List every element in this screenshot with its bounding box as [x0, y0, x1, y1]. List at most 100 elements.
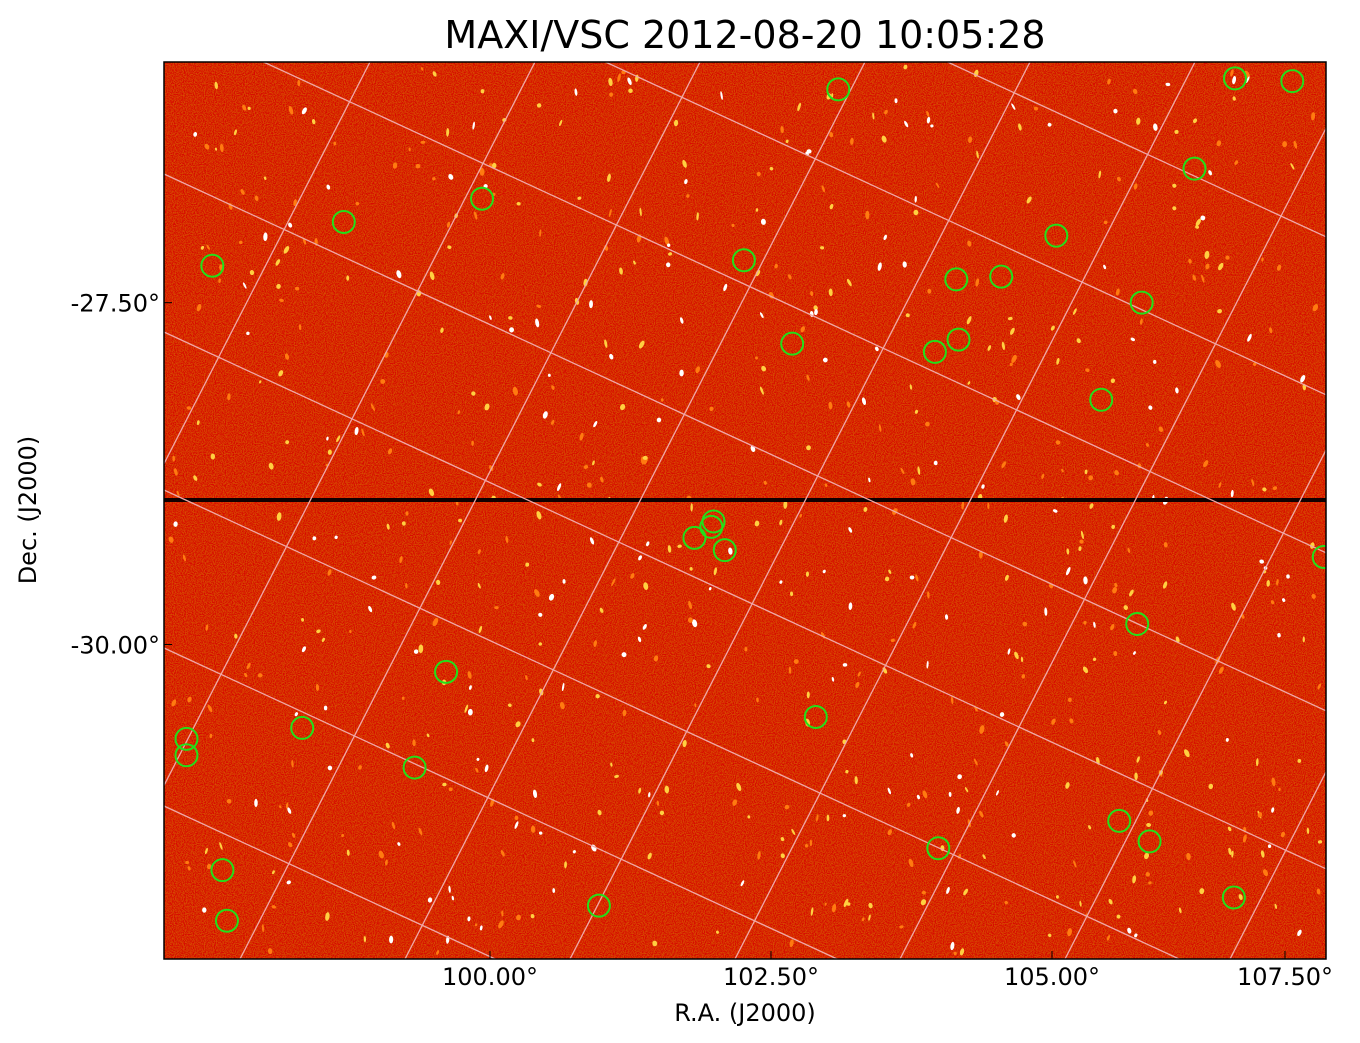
source-speck [1107, 78, 1111, 85]
source-speck [542, 411, 548, 419]
source-speck [684, 179, 688, 185]
source-speck [816, 814, 819, 822]
source-speck [659, 810, 665, 816]
source-speck [448, 787, 453, 792]
source-speck [1261, 257, 1264, 262]
source-speck [736, 782, 742, 791]
source-speck [1033, 106, 1039, 111]
source-speck [619, 267, 623, 275]
source-speck [1018, 123, 1022, 131]
source-speck [884, 109, 888, 115]
source-speck [715, 930, 719, 934]
source-speck [401, 521, 406, 526]
source-speck [805, 571, 810, 577]
source-speck [1231, 602, 1236, 611]
source-speck [548, 593, 555, 601]
source-speck [1276, 264, 1282, 271]
source-speck [389, 935, 394, 944]
source-speck [538, 831, 543, 835]
source-speck [247, 106, 251, 111]
source-speck [494, 606, 499, 610]
source-speck [1252, 362, 1257, 367]
source-speck [1316, 888, 1321, 895]
source-speck [200, 245, 205, 250]
source-speck [1021, 674, 1026, 679]
source-speck [913, 209, 919, 216]
source-speck [720, 91, 723, 100]
source-speck [298, 324, 302, 331]
source-marker [200, 253, 225, 278]
ra-grid-line [164, 62, 371, 464]
source-marker [1129, 290, 1154, 315]
source-speck [458, 518, 463, 523]
source-speck [740, 880, 745, 887]
source-speck [467, 916, 471, 922]
source-speck [480, 89, 485, 94]
source-speck [1068, 697, 1072, 702]
source-speck [900, 467, 905, 475]
source-speck [696, 212, 699, 221]
source-marker [1107, 808, 1132, 833]
source-speck [530, 913, 535, 919]
source-speck [642, 624, 647, 630]
source-speck [1110, 624, 1115, 631]
source-speck [756, 697, 759, 703]
source-speck [846, 278, 852, 287]
source-speck [206, 244, 210, 250]
source-marker [946, 327, 971, 352]
source-speck [660, 398, 664, 402]
source-markers [174, 66, 1326, 933]
source-speck [799, 513, 803, 518]
source-speck [639, 207, 642, 217]
source-speck [283, 246, 290, 254]
source-speck [471, 440, 474, 446]
source-speck [653, 655, 659, 662]
source-speck [176, 490, 180, 497]
source-speck [346, 275, 350, 281]
dec-grid-line [164, 331, 1326, 870]
source-speck [206, 863, 212, 870]
source-speck [363, 936, 367, 943]
source-speck [301, 618, 305, 622]
source-speck [927, 591, 930, 599]
x-tick-label: 102.50° [723, 963, 819, 991]
source-speck [607, 173, 611, 182]
source-speck [1132, 875, 1137, 884]
source-marker [174, 743, 199, 768]
source-speck [855, 681, 860, 688]
source-speck [535, 318, 540, 328]
source-speck [207, 704, 213, 713]
source-marker [470, 186, 495, 211]
dec-grid-line [164, 173, 1326, 712]
source-speck [888, 569, 892, 574]
source-speck [484, 403, 490, 411]
source-speck [975, 278, 980, 287]
source-speck [920, 899, 927, 906]
source-speck [415, 163, 421, 169]
detector-gap-line [164, 498, 1326, 502]
source-speck [426, 733, 430, 738]
source-speck [261, 924, 265, 933]
source-speck [562, 579, 566, 584]
source-marker [826, 77, 851, 102]
source-speck [728, 547, 733, 555]
source-speck [536, 304, 542, 308]
source-speck [471, 391, 476, 396]
source-speck [536, 103, 542, 108]
source-speck [278, 370, 284, 377]
source-speck [301, 646, 307, 653]
source-speck [1113, 108, 1118, 114]
source-speck [1232, 96, 1236, 101]
source-marker [1311, 544, 1326, 569]
source-speck [1218, 666, 1224, 674]
source-speck [193, 475, 198, 481]
source-speck [628, 88, 633, 93]
source-speck [413, 649, 419, 654]
source-speck [903, 64, 908, 70]
source-speck [405, 511, 409, 516]
source-speck [227, 393, 231, 401]
source-speck [887, 787, 892, 795]
source-speck [821, 185, 825, 193]
source-speck [1262, 487, 1267, 492]
source-speck [1092, 657, 1097, 662]
